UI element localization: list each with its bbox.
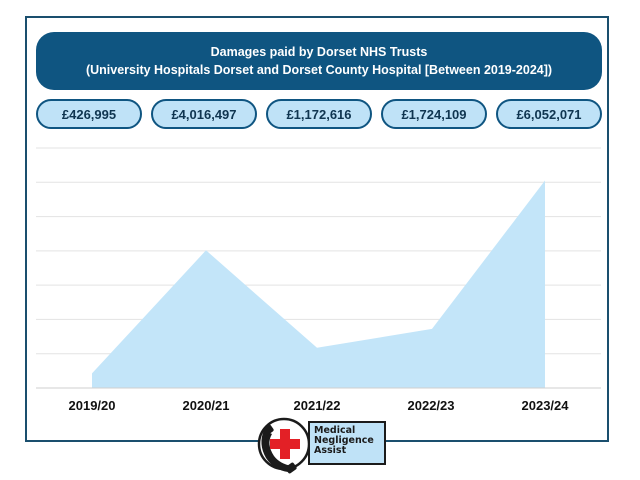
value-label-2023-24: £6,052,071	[496, 99, 602, 129]
logo-text-badge: Medical Negligence Assist	[308, 421, 386, 465]
phone-cross-icon	[257, 417, 311, 474]
x-tick-labels: 2019/20 2020/21 2021/22 2022/23 2023/24	[69, 398, 570, 413]
logo-text-line2: Negligence	[314, 435, 374, 446]
x-tick-label: 2023/24	[522, 398, 570, 413]
area-series	[92, 180, 545, 388]
logo-text-line1: Medical	[314, 425, 356, 436]
value-labels-row: £426,995 £4,016,497 £1,172,616 £1,724,10…	[36, 99, 602, 131]
chart-title-box: Damages paid by Dorset NHS Trusts (Unive…	[36, 32, 602, 90]
chart-subtitle: (University Hospitals Dorset and Dorset …	[85, 63, 553, 77]
x-tick-label: 2022/23	[408, 398, 455, 413]
value-label-2021-22: £1,172,616	[266, 99, 372, 129]
value-label-2020-21: £4,016,497	[151, 99, 257, 129]
x-tick-label: 2020/21	[183, 398, 230, 413]
chart-title: Damages paid by Dorset NHS Trusts	[210, 45, 428, 59]
x-tick-label: 2019/20	[69, 398, 116, 413]
x-tick-label: 2021/22	[294, 398, 341, 413]
medical-negligence-assist-logo: Medical Negligence Assist	[252, 414, 392, 476]
logo-text-line3: Assist	[314, 445, 347, 456]
value-label-2022-23: £1,724,109	[381, 99, 487, 129]
value-label-2019-20: £426,995	[36, 99, 142, 129]
